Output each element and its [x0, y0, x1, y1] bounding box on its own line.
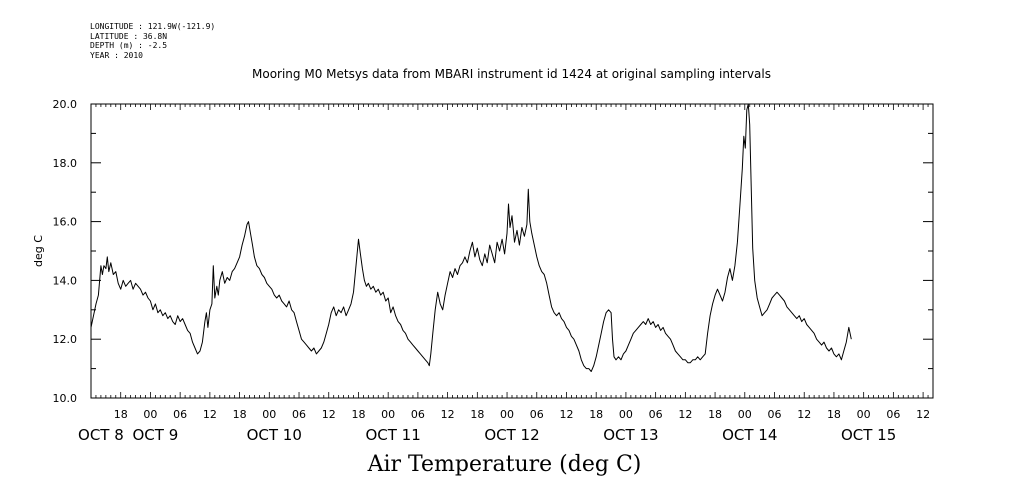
x-hour-label: 12 — [322, 408, 336, 421]
x-day-label: OCT 8 — [78, 426, 124, 444]
y-axis-label: deg C — [32, 235, 45, 267]
x-hour-label: 06 — [530, 408, 544, 421]
x-hour-label: 00 — [619, 408, 633, 421]
year-label: YEAR : 2010 — [90, 50, 143, 60]
x-hour-label: 06 — [768, 408, 782, 421]
x-hour-label: 06 — [411, 408, 425, 421]
x-hour-label: 18 — [114, 408, 128, 421]
plot-frame — [90, 103, 934, 399]
x-hour-label: 18 — [470, 408, 484, 421]
x-day-label: OCT 12 — [484, 426, 539, 444]
x-hour-label: 12 — [916, 408, 930, 421]
y-tick-label: 20.0 — [53, 98, 78, 111]
x-day-label: OCT 13 — [603, 426, 658, 444]
y-tick-label: 18.0 — [53, 157, 78, 170]
x-hour-label: 00 — [381, 408, 395, 421]
x-hour-label: 18 — [351, 408, 365, 421]
location-metadata: LONGITUDE : 121.9W(-121.9) LATITUDE : 36… — [90, 22, 215, 60]
x-hour-label: 12 — [559, 408, 573, 421]
longitude-label: LONGITUDE : 121.9W(-121.9) — [90, 22, 216, 31]
x-hour-label: 12 — [797, 408, 811, 421]
x-day-label: OCT 9 — [133, 426, 179, 444]
x-hour-label: 00 — [143, 408, 157, 421]
x-hour-label: 06 — [173, 408, 187, 421]
y-tick-label: 10.0 — [53, 392, 78, 405]
depth-label: DEPTH (m) : -2.5 — [90, 41, 168, 51]
air-temperature-series-line — [90, 103, 852, 372]
x-hour-label: 18 — [233, 408, 247, 421]
x-hour-label: 00 — [262, 408, 276, 421]
x-hour-label: 18 — [708, 408, 722, 421]
y-tick-label: 12.0 — [53, 333, 78, 346]
x-hour-label: 06 — [292, 408, 306, 421]
y-tick-label: 16.0 — [53, 216, 78, 229]
x-hour-label: 06 — [649, 408, 663, 421]
x-day-label: OCT 15 — [841, 426, 896, 444]
x-hour-label: 12 — [441, 408, 455, 421]
x-hour-label: 18 — [827, 408, 841, 421]
y-tick-label: 14.0 — [53, 274, 78, 287]
x-hour-label: 00 — [500, 408, 514, 421]
latitude-label: LATITUDE : 36.8N — [90, 31, 168, 41]
x-hour-label: 00 — [857, 408, 871, 421]
x-hour-label: 12 — [203, 408, 217, 421]
x-day-label: OCT 11 — [365, 426, 420, 444]
x-hour-label: 00 — [738, 408, 752, 421]
x-hour-label: 06 — [886, 408, 900, 421]
chart-title: Mooring M0 Metsys data from MBARI instru… — [252, 67, 771, 81]
x-hour-label: 18 — [589, 408, 603, 421]
x-day-label: OCT 14 — [722, 426, 777, 444]
x-hour-label: 12 — [678, 408, 692, 421]
footer-title: Air Temperature (deg C) — [367, 452, 642, 477]
x-day-label: OCT 10 — [247, 426, 302, 444]
